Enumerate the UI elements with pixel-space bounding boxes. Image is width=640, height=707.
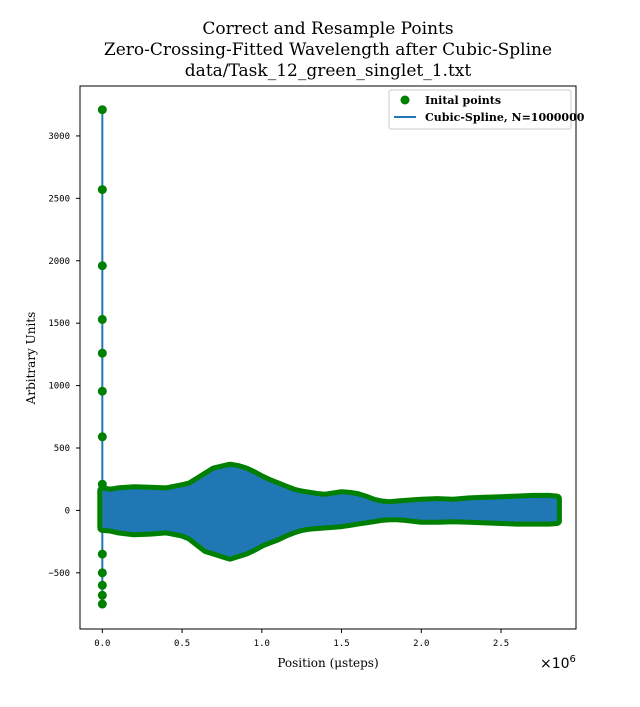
initial-point bbox=[97, 261, 107, 271]
x-axis-offset-base: ×10 bbox=[540, 656, 570, 672]
chart-title-line: data/Task_12_green_singlet_1.txt bbox=[185, 61, 472, 81]
spline-fill bbox=[102, 466, 557, 557]
x-axis: 0.0 0.5 1.0 1.5 2.0 2.5 bbox=[94, 629, 509, 649]
y-tick-label: 1500 bbox=[48, 319, 70, 329]
x-axis-offset-exponent: 6 bbox=[570, 654, 576, 665]
y-tick-label: 500 bbox=[54, 444, 70, 454]
y-tick-label: 3000 bbox=[48, 132, 70, 142]
x-axis-offset: ×106 bbox=[540, 654, 576, 672]
x-tick-label: 0.5 bbox=[174, 639, 190, 649]
plot-area bbox=[97, 105, 562, 609]
chart-title: Correct and Resample PointsZero-Crossing… bbox=[104, 19, 552, 81]
x-tick-label: 0.0 bbox=[94, 639, 110, 649]
y-tick-label: 1000 bbox=[48, 382, 70, 392]
y-tick-label: 0 bbox=[65, 506, 70, 516]
legend-label-initial-points: Inital points bbox=[425, 94, 501, 107]
initial-point bbox=[97, 580, 107, 590]
initial-point bbox=[97, 549, 107, 559]
initial-point bbox=[97, 386, 107, 396]
initial-point bbox=[97, 348, 107, 358]
legend-marker-initial-points bbox=[400, 95, 410, 105]
x-axis-label: Position (μsteps) bbox=[277, 656, 378, 670]
chart-title-line: Zero-Crossing-Fitted Wavelength after Cu… bbox=[104, 40, 552, 60]
initial-point bbox=[97, 105, 107, 115]
initial-point bbox=[97, 599, 107, 609]
initial-point bbox=[97, 568, 107, 578]
plot-frame bbox=[79, 85, 577, 630]
initial-point bbox=[97, 479, 107, 489]
initial-point bbox=[97, 590, 107, 600]
y-tick-label: −500 bbox=[48, 569, 70, 579]
x-tick-label: 1.5 bbox=[333, 639, 349, 649]
x-tick-label: 2.5 bbox=[493, 639, 509, 649]
y-tick-label: 2000 bbox=[48, 257, 70, 267]
y-axis-label: Arbitrary Units bbox=[24, 312, 38, 406]
y-tick-label: 2500 bbox=[48, 194, 70, 204]
y-axis: −500 0 500 1000 1500 2000 2500 3000 bbox=[48, 132, 80, 579]
initial-point bbox=[97, 314, 107, 324]
chart-title-line: Correct and Resample Points bbox=[202, 19, 453, 39]
legend: Inital points Cubic-Spline, N=1000000 bbox=[388, 89, 585, 130]
initial-point bbox=[97, 185, 107, 195]
x-tick-label: 1.0 bbox=[254, 639, 270, 649]
x-tick-label: 2.0 bbox=[413, 639, 429, 649]
initial-point bbox=[97, 432, 107, 442]
legend-label-cubic-spline: Cubic-Spline, N=1000000 bbox=[425, 111, 585, 124]
legend-box bbox=[388, 89, 572, 130]
